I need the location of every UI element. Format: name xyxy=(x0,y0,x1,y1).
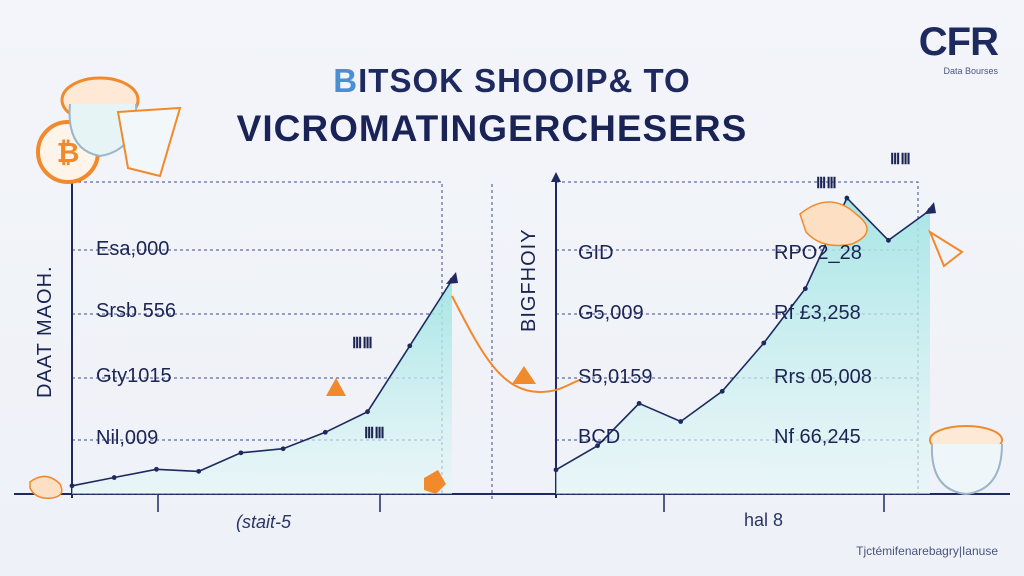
left-row-label-2: Srsb 556 xyxy=(96,300,177,322)
connector-arrow-right xyxy=(512,366,536,384)
right-area-fill xyxy=(556,198,930,494)
left-x-axis-label: (stait-5 xyxy=(236,512,292,532)
connector-arrow-left xyxy=(326,378,346,396)
left-row-label-1: Esa,000 xyxy=(96,238,170,260)
right-data-point-7 xyxy=(802,286,808,292)
left-data-point-5 xyxy=(238,450,244,456)
left-data-point-1 xyxy=(69,483,75,489)
left-series-line xyxy=(71,279,453,487)
right-series-line xyxy=(555,196,931,471)
left-data-point-3 xyxy=(154,466,159,472)
glass-icon xyxy=(116,106,182,178)
right-badge-top: ⅢⅢ xyxy=(890,150,911,168)
bird-icon xyxy=(927,229,964,268)
title-line-1-text: ITSOK SHOOIP& TO xyxy=(358,62,691,99)
title-line-1: BITSOK SHOOIP& TO xyxy=(0,62,1024,100)
right-row-right-3: Rrs 05,008 xyxy=(774,366,872,388)
right-data-point-3 xyxy=(636,401,642,406)
left-data-point-6 xyxy=(280,446,286,452)
right-row-left-1: GID xyxy=(578,242,614,264)
right-x-axis-label: hal 8 xyxy=(744,510,784,530)
right-vertical-label: BIGFHOIY xyxy=(518,228,540,332)
left-badge-lower: ⅢⅢ xyxy=(364,424,385,442)
left-trend-arrow xyxy=(446,272,458,284)
brand-logo: CFR Data Bourses xyxy=(918,20,999,76)
right-row-left-4: BCD xyxy=(578,426,621,448)
splash-icon-right xyxy=(799,201,868,247)
right-data-point-6 xyxy=(761,340,767,346)
title-line-2: VICROMATINGERCHESERS xyxy=(236,108,748,149)
right-data-point-1 xyxy=(553,467,559,473)
connector-curve xyxy=(451,295,581,394)
right-row-right-2: Rf £3,258 xyxy=(774,302,861,324)
left-badge-upper: ⅢⅢ xyxy=(352,334,373,352)
right-badge-upper-text: ⅢⅢ xyxy=(816,174,837,192)
right-data-point-9 xyxy=(886,237,891,243)
right-data-point-2 xyxy=(595,443,600,449)
right-data-point-8 xyxy=(844,195,850,201)
right-badge-upper: ⅢⅢ xyxy=(816,174,837,192)
pot-body-icon xyxy=(930,443,1003,496)
left-row-label-4: Nil,009 xyxy=(96,427,159,449)
left-data-point-2 xyxy=(111,475,117,480)
right-row-right-4: Nf 66,245 xyxy=(774,426,861,448)
right-row-right-1: RPO2_28 xyxy=(774,242,862,264)
right-row-left-2: G5,009 xyxy=(578,302,644,324)
title-accent-letter: B xyxy=(333,62,359,99)
right-data-point-5 xyxy=(719,388,725,394)
right-y-axis-arrow xyxy=(551,172,561,182)
left-data-point-9 xyxy=(407,343,413,349)
left-area-fill xyxy=(72,280,452,494)
right-row-left-3: S5,0159 xyxy=(578,366,653,388)
left-badge-upper-text: ⅢⅢ xyxy=(352,334,373,352)
splash-icon-left xyxy=(29,475,63,500)
left-vertical-label: DAAT MAOH. xyxy=(34,265,56,398)
footer-caption: Tjctémifenarebagry|Ianuse xyxy=(856,544,998,558)
left-data-point-7 xyxy=(322,429,328,435)
left-data-point-4 xyxy=(196,468,202,474)
right-badge-top-text: ⅢⅢ xyxy=(890,150,911,168)
right-trend-arrow xyxy=(924,202,936,215)
left-data-point-8 xyxy=(365,409,370,415)
right-data-point-4 xyxy=(678,419,684,424)
bitcoin-symbol-icon: ₿ xyxy=(57,136,80,169)
left-badge-lower-text: ⅢⅢ xyxy=(364,424,385,442)
logo-mark: CFR xyxy=(918,20,999,64)
logo-subtitle: Data Bourses xyxy=(943,66,998,76)
left-row-label-3: Gty1015 xyxy=(96,365,172,387)
star-icon xyxy=(424,470,446,494)
